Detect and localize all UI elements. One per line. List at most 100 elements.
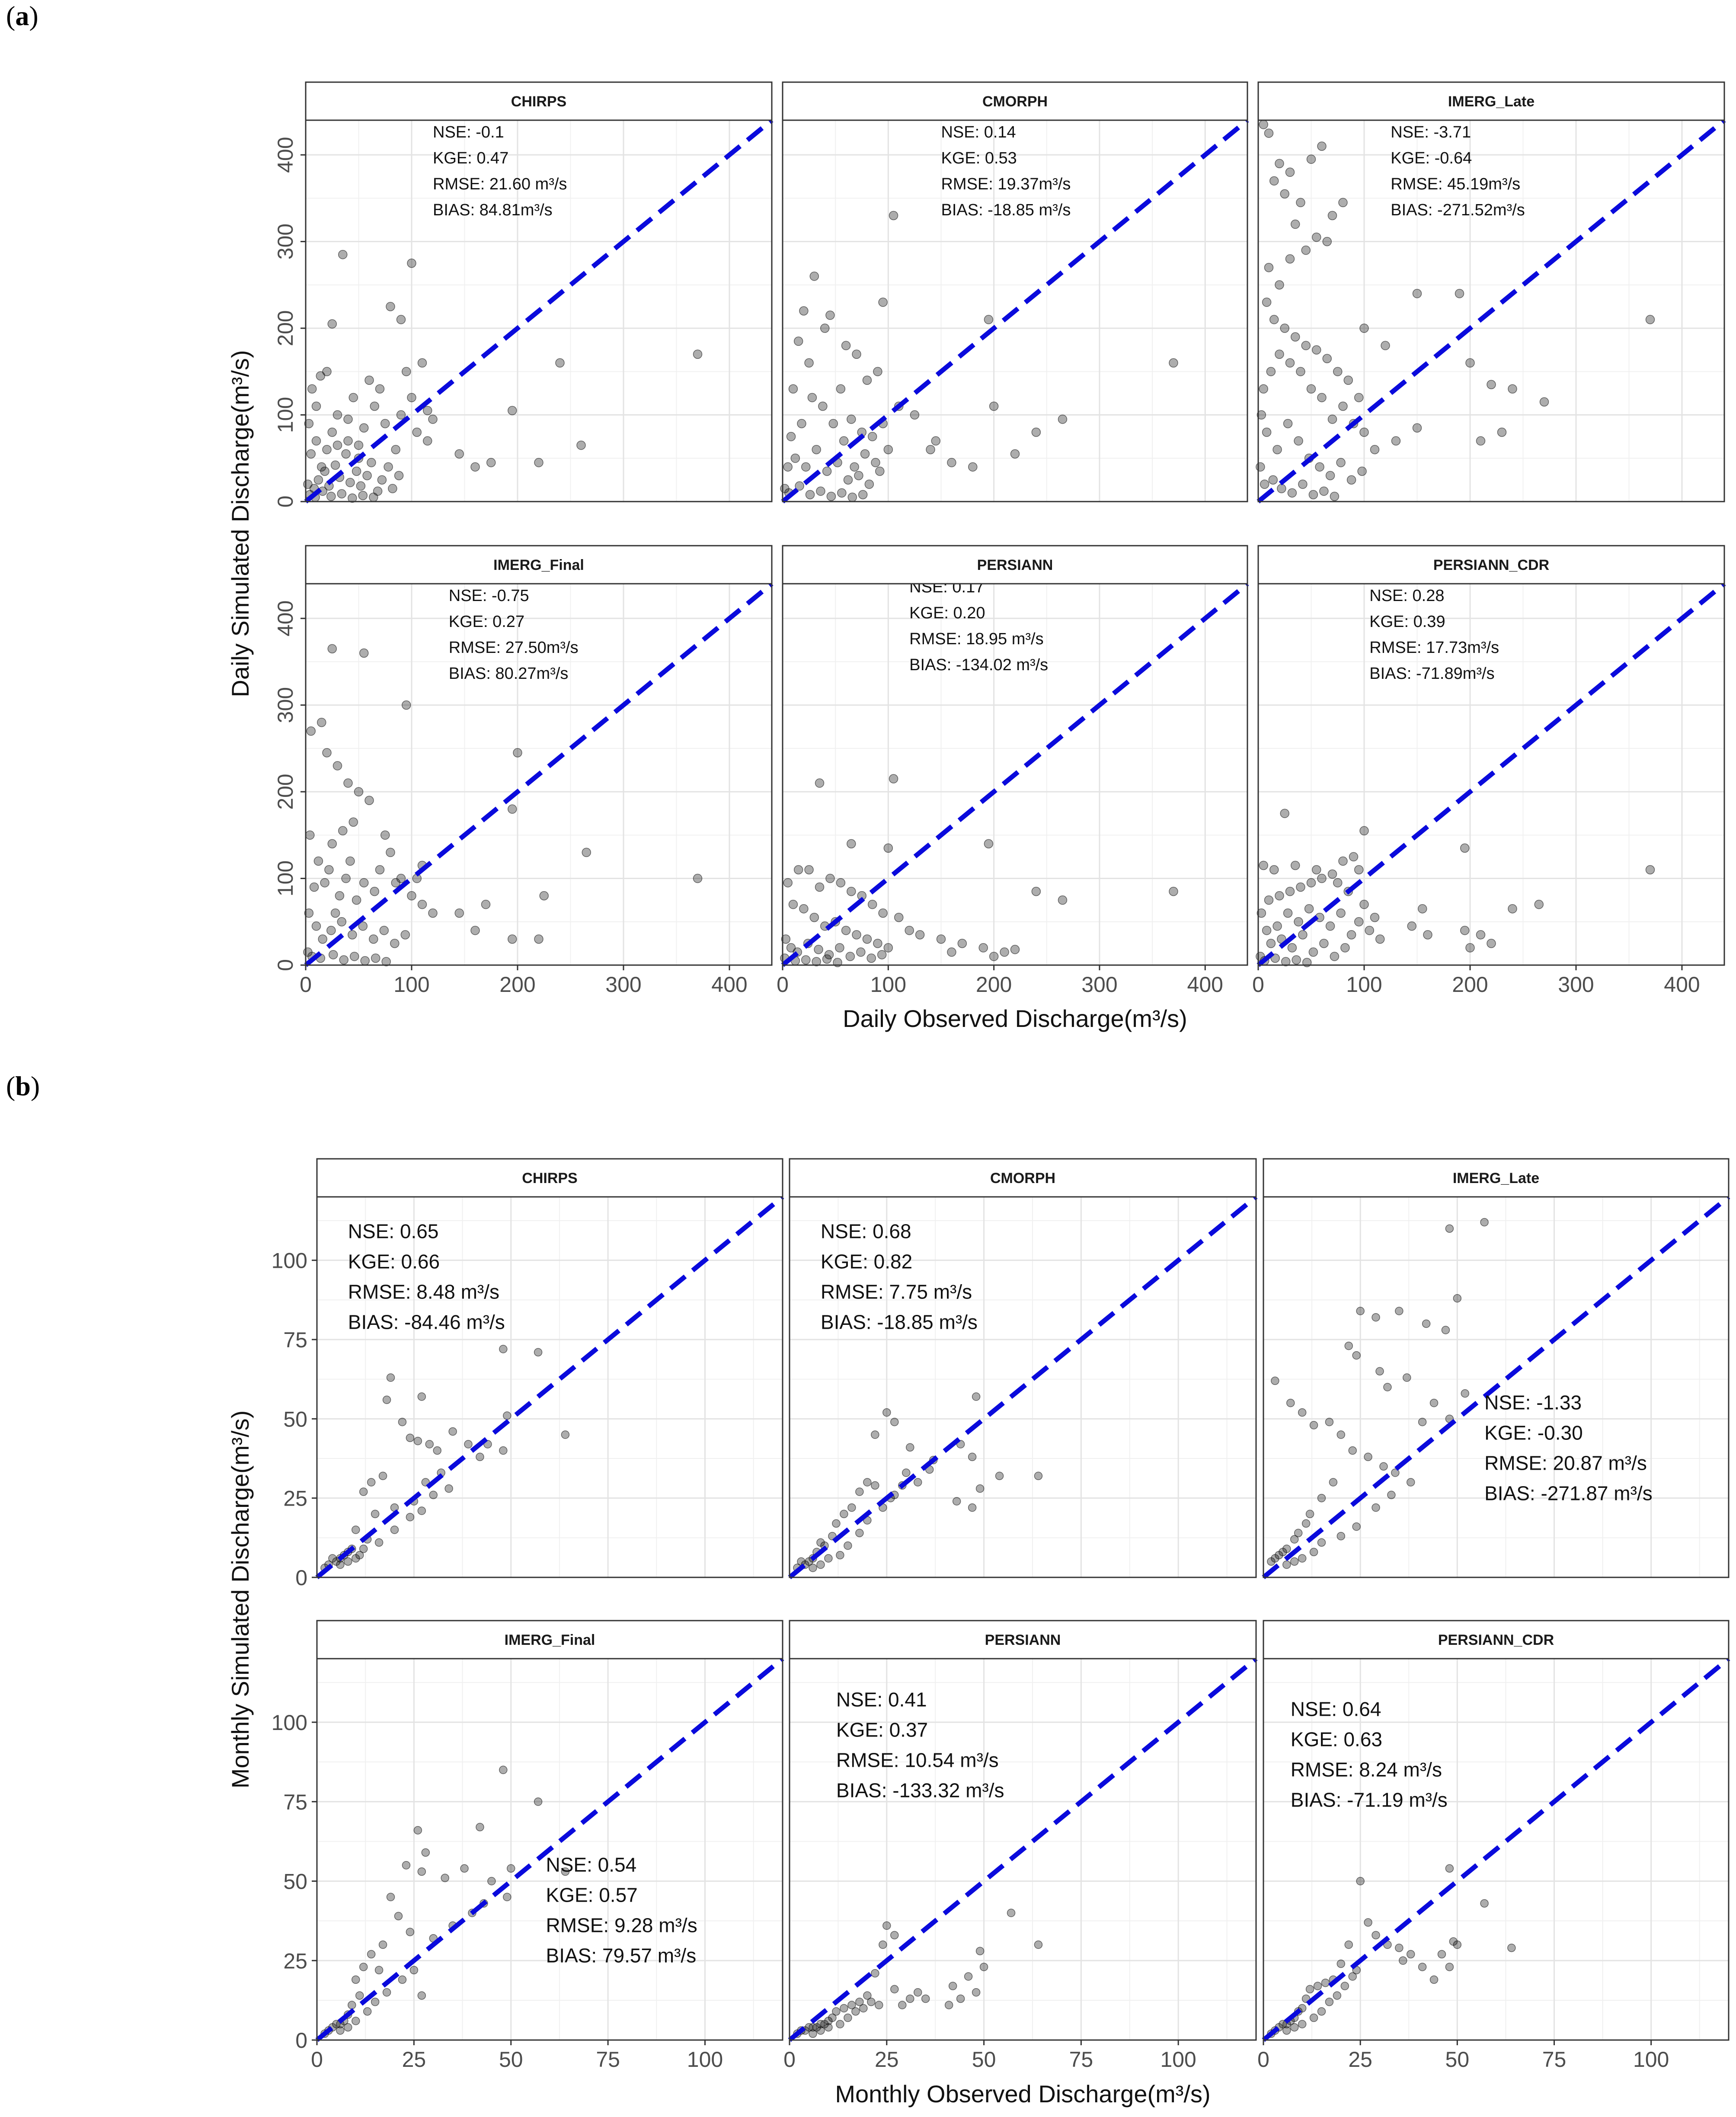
data-point (936, 934, 946, 944)
data-point (1476, 930, 1486, 940)
data-point (984, 839, 994, 849)
data-point (788, 384, 798, 394)
data-point (894, 913, 904, 922)
data-point (693, 873, 703, 883)
data-points (303, 249, 703, 503)
data-point (1395, 1944, 1404, 1952)
data-point (809, 2029, 817, 2038)
facet-title: CMORPH (990, 1170, 1055, 1186)
data-point (367, 1950, 376, 1959)
data-point (1287, 488, 1297, 498)
data-point (1298, 1554, 1307, 1563)
data-point (328, 1554, 337, 1563)
data-point (1312, 865, 1321, 875)
data-point (1291, 332, 1300, 342)
y-tick-label: 0 (295, 1566, 307, 1590)
data-point (841, 341, 851, 350)
data-point (1034, 1940, 1043, 1949)
data-point (441, 1874, 449, 1882)
data-point (882, 1408, 891, 1417)
stat-line: BIAS: -18.85 m³/s (821, 1311, 978, 1333)
data-point (1387, 1490, 1396, 1500)
data-point (508, 934, 517, 944)
data-point (444, 1484, 453, 1493)
data-point (875, 2001, 883, 2009)
facet-title: PERSIANN (977, 557, 1053, 573)
data-point (513, 748, 522, 758)
stat-line: BIAS: -134.02 m³/s (909, 656, 1048, 674)
facet-cmorph: NSE: 0.68 KGE: 0.82 RMSE: 7.75 m³/s BIAS: -… (788, 1158, 1258, 1580)
facet-imerg-late: NSE: -3.71 KGE: -0.64 RMSE: 45.19m³/s BIAS:… (1256, 81, 1726, 504)
y-tick-label: 400 (273, 137, 297, 173)
data-point (1308, 490, 1318, 499)
data-point (836, 1551, 844, 1560)
data-point (905, 1994, 914, 2003)
data-point (878, 908, 888, 918)
data-point (1406, 1478, 1415, 1487)
stat-line: RMSE: 21.60 m³/s (433, 175, 567, 193)
stat-line: KGE: 0.47 (433, 149, 508, 167)
data-point (348, 817, 358, 827)
data-point (845, 952, 855, 961)
data-points (1256, 120, 1655, 501)
data-point (795, 481, 804, 491)
data-point (386, 1893, 395, 1901)
data-point (1285, 167, 1295, 177)
data-point (1259, 120, 1268, 129)
data-point (307, 384, 317, 394)
data-point (1290, 1557, 1299, 1566)
x-tick-label: 0 (783, 2047, 796, 2072)
x-tick-label: 300 (1558, 972, 1594, 997)
data-point (972, 1392, 981, 1401)
data-point (382, 1988, 391, 1997)
facet-title: IMERG_Late (1448, 93, 1535, 110)
stat-line: KGE: -0.64 (1391, 149, 1472, 167)
data-point (1325, 921, 1335, 931)
data-point (947, 947, 956, 957)
data-point (1322, 237, 1332, 246)
facet-strip (316, 1158, 783, 1198)
data-point (1480, 1218, 1489, 1227)
x-tick-label: 300 (1081, 972, 1117, 997)
data-point (326, 926, 336, 935)
data-point (1267, 1557, 1276, 1566)
x-tick-label: 400 (1664, 972, 1700, 997)
data-point (1291, 860, 1300, 870)
facet-strip (782, 545, 1248, 585)
data-point (840, 1509, 848, 1519)
data-point (890, 1417, 899, 1426)
data-point (1412, 289, 1422, 298)
data-point (417, 899, 427, 909)
data-point (1283, 908, 1293, 918)
x-tick-label: 0 (300, 972, 312, 997)
data-point (781, 934, 791, 944)
data-point (828, 419, 838, 429)
data-point (1487, 380, 1496, 390)
data-point (343, 414, 353, 424)
data-point (402, 700, 411, 710)
data-point (1301, 1519, 1311, 1528)
y-axis-title: Daily Simulated Discharge(m³/s) (227, 350, 254, 697)
data-point (1508, 904, 1517, 914)
data-point (371, 1998, 380, 2006)
y-tick-label: 300 (273, 687, 297, 723)
data-point (824, 1554, 833, 1563)
data-point (369, 934, 378, 944)
data-point (320, 878, 329, 888)
data-point (786, 432, 796, 441)
x-tick-label: 200 (499, 972, 535, 997)
data-point (793, 865, 803, 875)
data-point (921, 1994, 930, 2003)
data-point (1308, 947, 1318, 957)
stat-line: KGE: 0.66 (348, 1250, 440, 1273)
data-point (824, 2023, 833, 2032)
stat-line: NSE: 0.64 (1291, 1698, 1381, 1720)
one-to-one-line (1262, 1195, 1730, 1580)
data-point (339, 955, 348, 965)
data-points (1256, 809, 1655, 967)
data-point (1269, 176, 1279, 186)
data-point (898, 2001, 907, 2009)
data-point (1375, 1367, 1384, 1376)
data-point (910, 410, 920, 420)
data-point (352, 895, 361, 905)
